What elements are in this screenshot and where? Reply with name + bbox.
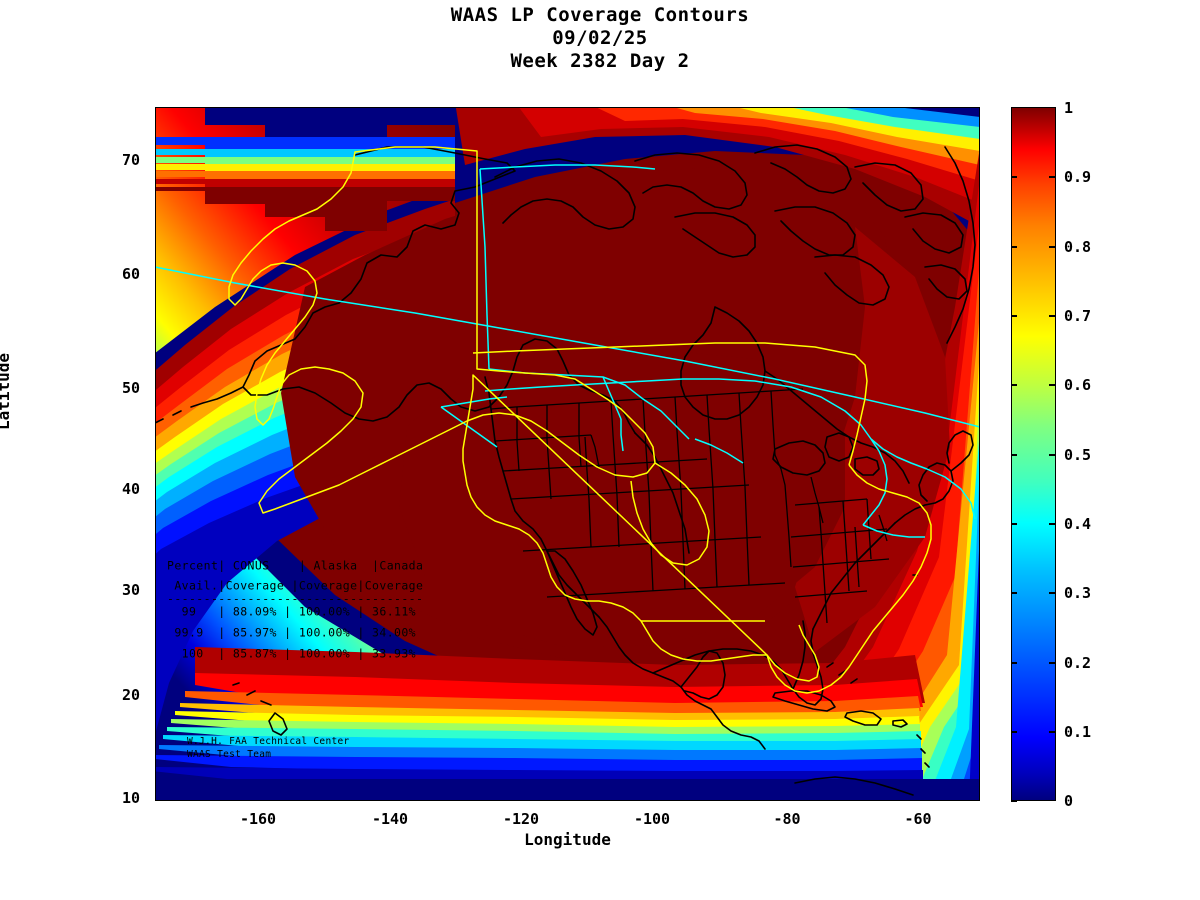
cbtick-09: 0.9 [1064,168,1092,186]
cb-mark-r-08 [1049,246,1055,248]
atlantic-contour-bands [715,147,980,801]
xtick-minus100: -100 [633,810,671,828]
cb-mark-08 [1011,246,1017,248]
cb-mark-r-02 [1049,662,1055,664]
northwest-contour-steps [155,107,455,231]
cb-mark-05 [1011,454,1017,456]
cbtick-02: 0.2 [1064,654,1092,672]
cb-mark-r-09 [1049,176,1055,178]
title-line-2: 09/02/25 [552,27,648,49]
southern-contour-bands [155,647,980,801]
stats-row-999: 99.9 | 85.97% | 100.00% | 34.00% [167,626,416,640]
xtick-minus80: -80 [773,810,801,828]
cb-mark-r-04 [1049,523,1055,525]
cb-mark-r-07 [1049,315,1055,317]
ytick-10: 10 [121,789,140,807]
cb-mark-04 [1011,523,1017,525]
credit-line-1: W.J.H. FAA Technical Center [187,736,350,747]
ytick-70: 70 [121,151,140,169]
conus-alaska-service-volume-boundary [228,146,932,694]
xtick-minus140: -140 [371,810,409,828]
pacific-falloff-gradient [155,107,625,801]
stats-header-row-2: Avail.|Coverage |Coverage|Coverage [167,579,423,593]
title-line-1: WAAS LP Coverage Contours [450,4,750,26]
cbtick-08: 0.8 [1064,238,1092,256]
cbtick-0: 0 [1064,792,1074,810]
ytick-60: 60 [121,265,140,283]
figure-title: WAAS LP Coverage Contours 09/02/25 Week … [0,4,1200,73]
ytick-50: 50 [121,379,140,397]
stats-header-row-1: Percent| CONUS | Alaska |Canada [167,559,423,573]
ytick-30: 30 [121,581,140,599]
ytick-40: 40 [121,480,140,498]
arctic-contour-bands [455,107,980,227]
cb-mark-09 [1011,176,1017,178]
credit-block: W.J.H. FAA Technical Center WAAS Test Te… [187,736,350,760]
stats-row-99: 99 | 88.09% | 100.00% | 36.11% [167,605,416,619]
cb-mark-07 [1011,315,1017,317]
map-plot-area: Percent| CONUS | Alaska |Canada Avail.|C… [155,107,980,801]
cb-mark-r-05 [1049,454,1055,456]
cb-mark-r-01 [1049,731,1055,733]
cbtick-05: 0.5 [1064,446,1092,464]
xtick-minus160: -160 [239,810,277,828]
coverage-core-conus [399,351,845,647]
cb-mark-r-06 [1049,384,1055,386]
y-axis-title: Latitude [0,352,13,430]
cb-mark-02 [1011,662,1017,664]
cbtick-07: 0.7 [1064,307,1092,325]
cbtick-01: 0.1 [1064,723,1092,741]
xtick-minus120: -120 [502,810,540,828]
cbtick-1: 1 [1064,99,1074,117]
cbtick-03: 0.3 [1064,584,1092,602]
credit-line-2: WAAS Test Team [187,749,271,760]
title-line-3: Week 2382 Day 2 [510,50,690,72]
cb-mark-03 [1011,592,1017,594]
cb-mark-0 [1011,800,1017,802]
coverage-colorbar [1011,107,1056,801]
cb-mark-06 [1011,384,1017,386]
cbtick-06: 0.6 [1064,376,1092,394]
cbtick-04: 0.4 [1064,515,1092,533]
stats-row-100: 100 | 85.87% | 100.00% | 33.93% [167,647,416,661]
cb-mark-01 [1011,731,1017,733]
ytick-20: 20 [121,686,140,704]
coverage-contour-map: Percent| CONUS | Alaska |Canada Avail.|C… [155,107,980,801]
stats-divider: ----------------------------------- [167,592,423,606]
cb-mark-r-03 [1049,592,1055,594]
xtick-minus60: -60 [904,810,932,828]
x-axis-title: Longitude [524,830,611,849]
coverage-statistics-table: Percent| CONUS | Alaska |Canada Avail.|C… [167,559,423,661]
coastlines [155,144,976,796]
